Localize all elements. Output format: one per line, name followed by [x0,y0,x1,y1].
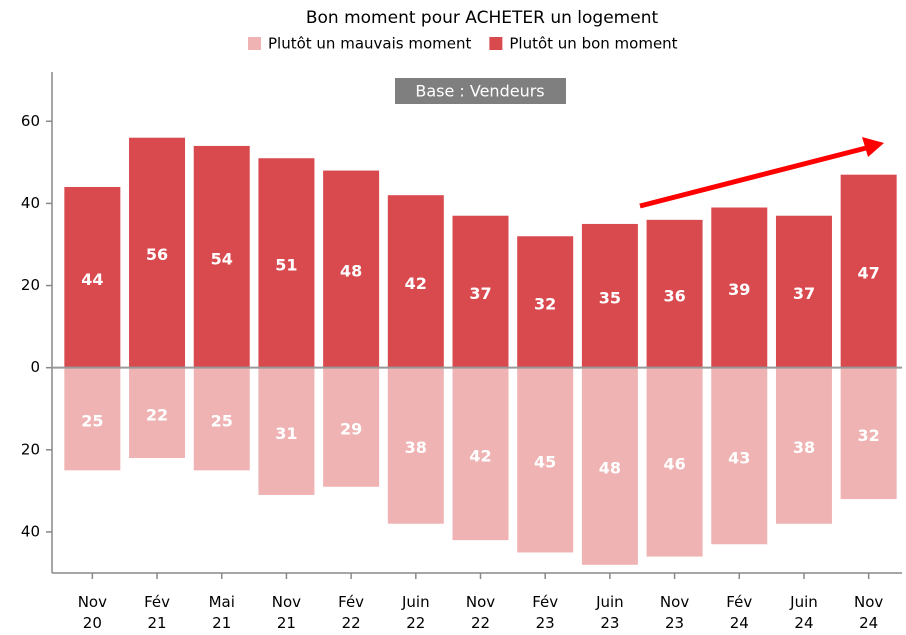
chart-title: Bon moment pour ACHETER un logement [306,8,659,28]
data-label: 51 [275,255,297,274]
data-label: 38 [405,438,427,457]
data-label: 37 [469,284,491,303]
bar [517,236,574,368]
bar [129,367,186,459]
x-tick-label: Juin 24 [789,593,818,632]
bar [711,367,768,545]
x-tick-label: Juin 22 [401,593,430,632]
y-tick-label: 0 [30,358,40,376]
bar [711,207,768,368]
data-label: 48 [340,262,362,281]
bar [452,215,509,368]
bar [646,367,703,557]
bar [323,367,380,487]
data-label: 48 [599,459,621,478]
bar [646,219,703,368]
y-tick-label: 60 [21,112,40,130]
data-label: 22 [146,405,168,424]
bar [581,367,638,565]
data-label: 25 [81,412,103,431]
x-tick-label: Juin 23 [595,593,624,632]
data-label: 35 [599,288,621,307]
legend-label: Plutôt un bon moment [509,35,677,53]
data-label: 54 [211,249,233,268]
legend-swatch [489,37,503,50]
x-tick-label: Fév 24 [726,593,752,632]
data-label: 47 [858,264,880,283]
annotation: Base : Vendeurs [415,82,544,101]
bar [840,174,897,368]
bar [387,195,444,368]
data-label: 46 [663,455,685,474]
data-label: 32 [534,294,556,313]
bar [64,367,121,471]
bar [323,170,380,368]
x-tick-label: Nov 21 [272,593,301,632]
bar [517,367,574,553]
bar [129,137,186,368]
x-tick-label: Nov 23 [660,593,689,632]
x-tick-label: Nov 24 [854,593,883,632]
y-tick-label: 20 [21,440,40,458]
data-label: 32 [858,426,880,445]
data-label: 39 [728,280,750,299]
data-label: 45 [534,453,556,472]
data-label: 42 [469,446,491,465]
data-label: 43 [728,448,750,467]
legend-swatch [248,37,261,50]
x-tick-label: Fév 22 [338,593,364,632]
bar [775,215,832,368]
bar [193,145,250,368]
y-tick-label: 40 [21,194,40,212]
bar [775,367,832,524]
bar [193,367,250,471]
data-label: 36 [663,286,685,305]
trend-arrow-head [862,137,884,157]
bar [258,367,315,495]
bar [64,186,121,368]
x-tick-label: Nov 20 [78,593,107,632]
data-label: 31 [275,424,297,443]
data-label: 38 [793,438,815,457]
data-label: 29 [340,420,362,439]
x-tick-label: Nov 22 [466,593,495,632]
data-label: 42 [405,274,427,293]
legend-label: Plutôt un mauvais moment [268,35,471,53]
data-label: 37 [793,284,815,303]
bar [258,158,315,368]
y-tick-label: 40 [21,522,40,540]
x-tick-label: Mai 21 [209,593,235,632]
bar [387,367,444,524]
bar [581,223,638,368]
bar [840,367,897,500]
trend-arrow [639,144,871,209]
annotation-box [395,78,566,104]
x-tick-label: Fév 21 [144,593,170,632]
data-label: 44 [81,270,103,289]
x-tick-label: Fév 23 [532,593,558,632]
bar [452,367,509,541]
data-label: 25 [211,412,233,431]
data-label: 56 [146,245,168,264]
y-tick-label: 20 [21,276,40,294]
